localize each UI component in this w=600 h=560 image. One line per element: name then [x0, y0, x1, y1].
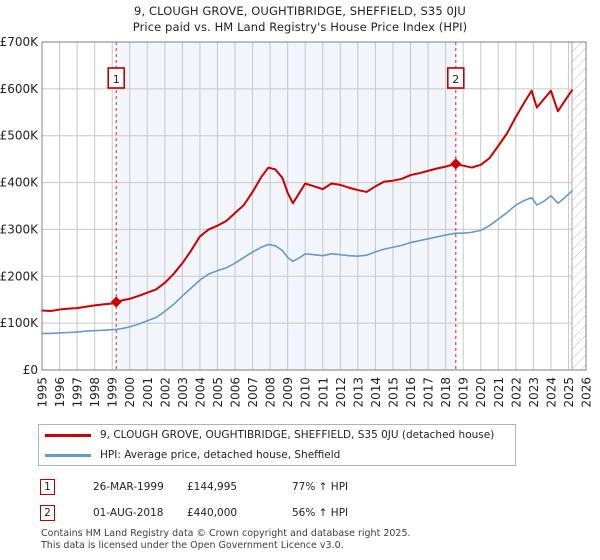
x-axis-tick-label: 2014	[369, 377, 383, 408]
x-axis-tick-label: 2001	[141, 377, 155, 408]
title-line-1: 9, CLOUGH GROVE, OUGHTIBRIDGE, SHEFFIELD…	[134, 4, 466, 18]
sale-date-1: 26-MAR-1999	[93, 481, 164, 493]
sale-badge-label-2: 2	[452, 73, 459, 86]
future-projection-region	[571, 41, 587, 371]
x-axis-tick-label: 2002	[158, 377, 172, 408]
footer-line-2: This data is licensed under the Open Gov…	[41, 539, 344, 551]
legend-item-hpi: HPI: Average price, detached house, Shef…	[39, 445, 515, 465]
x-axis-tick-label: 2023	[527, 377, 541, 408]
y-axis-tick-label: £200K	[0, 269, 39, 283]
x-axis-tick-label: 2024	[544, 377, 558, 408]
y-axis-tick-label: £500K	[0, 129, 39, 143]
plot-border	[41, 41, 587, 371]
x-axis-tick-label: 2006	[229, 377, 243, 408]
x-axis-tick-label: 2012	[334, 377, 348, 408]
sale-price-2: £440,000	[187, 507, 238, 519]
x-axis-tick-label: 2011	[316, 377, 330, 408]
x-axis-tick-label: 2022	[509, 377, 523, 408]
sale-badge-label-1: 1	[113, 73, 120, 86]
x-axis-tick-label: 2020	[474, 377, 488, 408]
sale-price-1: £144,995	[187, 481, 238, 493]
sale-badge-box-1[interactable]	[107, 67, 126, 89]
x-axis-tick-label: 2004	[193, 377, 207, 408]
price-history-chart: 1 2 £0 £100K £200K £300K £400K £500K £600K £700K 1…	[0, 35, 594, 408]
legend-swatch-price-paid	[45, 433, 91, 437]
sale-point-diamond-1[interactable]	[110, 296, 122, 308]
sale-marker-badge-2: 2	[40, 505, 55, 521]
x-axis-tick-label: 2005	[211, 377, 225, 408]
y-axis-tick-label: £100K	[0, 316, 39, 330]
legend-swatch-hpi	[45, 453, 91, 457]
x-axis-tick-label: 2013	[351, 377, 365, 408]
attribution-footer: Contains HM Land Registry data © Crown c…	[41, 528, 581, 551]
y-axis-tick-label: £300K	[0, 222, 39, 236]
series-line-hpi	[41, 190, 573, 335]
x-axis-tick-label: 2010	[299, 377, 313, 408]
legend-label-price-paid: 9, CLOUGH GROVE, OUGHTIBRIDGE, SHEFFIELD…	[100, 429, 495, 441]
x-axis-tick-label: 2000	[123, 377, 137, 408]
series-line-price-paid	[41, 89, 573, 312]
x-axis-tick-label: 2019	[457, 377, 471, 408]
x-axis-tick-label: 2003	[176, 377, 190, 408]
legend-item-price-paid: 9, CLOUGH GROVE, OUGHTIBRIDGE, SHEFFIELD…	[39, 425, 515, 445]
sale-date-2: 01-AUG-2018	[93, 507, 164, 519]
table-row: 1 26-MAR-1999 £144,995 77% ↑ HPI	[40, 474, 460, 500]
x-axis-tick-label: 2007	[246, 377, 260, 408]
x-axis-tick-label: 2015	[386, 377, 400, 408]
title-line-2: Price paid vs. HM Land Registry's House …	[132, 20, 468, 34]
table-row: 2 01-AUG-2018 £440,000 56% ↑ HPI	[40, 500, 460, 526]
x-axis-tick-label: 1997	[71, 377, 85, 408]
footer-line-1: Contains HM Land Registry data © Crown c…	[41, 528, 411, 539]
sales-table: 1 26-MAR-1999 £144,995 77% ↑ HPI 2 01-AU…	[40, 474, 460, 526]
y-axis-tick-label: £0	[23, 363, 38, 377]
page-title: 9, CLOUGH GROVE, OUGHTIBRIDGE, SHEFFIELD…	[0, 3, 600, 35]
sale-hpi-delta-2: 56% ↑ HPI	[292, 507, 349, 519]
y-axis-tick-label: £700K	[0, 35, 39, 49]
x-axis-tick-label: 1996	[53, 377, 67, 408]
x-axis-tick-label: 1995	[36, 377, 50, 408]
x-axis-tick-label: 1999	[106, 377, 120, 408]
sale-badge-box-2[interactable]	[446, 67, 465, 89]
sale-marker-badge-1: 1	[40, 479, 55, 495]
x-axis-tick-label: 2026	[580, 377, 594, 408]
x-axis-tick-label: 2008	[264, 377, 278, 408]
x-axis-tick-label: 2016	[404, 377, 418, 408]
x-axis-tick-label: 2021	[492, 377, 506, 408]
x-axis-tick-label: 2017	[422, 377, 436, 408]
ownership-highlight-band	[116, 42, 456, 370]
legend-label-hpi: HPI: Average price, detached house, Shef…	[100, 449, 341, 461]
y-axis-tick-label: £600K	[0, 82, 39, 96]
sale-hpi-delta-1: 77% ↑ HPI	[292, 481, 349, 493]
x-axis-tick-label: 1998	[88, 377, 102, 408]
x-axis-tick-label: 2009	[281, 377, 295, 408]
x-axis-tick-label: 2025	[562, 377, 576, 408]
y-axis-tick-label: £400K	[0, 176, 39, 190]
chart-legend: 9, CLOUGH GROVE, OUGHTIBRIDGE, SHEFFIELD…	[38, 424, 516, 466]
x-axis-tick-label: 2018	[439, 377, 453, 408]
sale-point-diamond-2[interactable]	[450, 158, 462, 170]
